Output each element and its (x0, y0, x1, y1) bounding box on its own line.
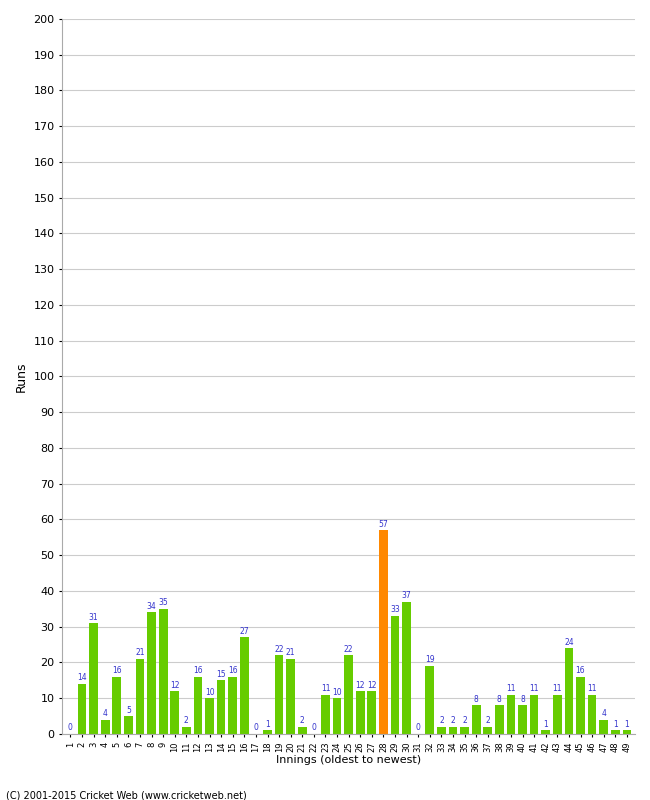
Text: 15: 15 (216, 670, 226, 678)
Text: 2: 2 (486, 716, 490, 726)
Text: 8: 8 (520, 695, 525, 704)
Text: 1: 1 (543, 720, 548, 729)
Bar (205, 698, 214, 734)
Text: 12: 12 (367, 681, 376, 690)
Bar (240, 638, 249, 734)
Text: 14: 14 (77, 674, 87, 682)
Bar (228, 677, 237, 734)
Text: 19: 19 (425, 655, 435, 665)
Text: 11: 11 (552, 684, 562, 693)
Bar (287, 658, 295, 734)
Text: 16: 16 (112, 666, 122, 675)
Bar (611, 730, 619, 734)
Bar (402, 602, 411, 734)
Bar (506, 694, 515, 734)
Text: 2: 2 (439, 716, 444, 726)
Bar (437, 726, 446, 734)
Text: 0: 0 (254, 723, 258, 733)
Bar (472, 706, 480, 734)
Bar (599, 719, 608, 734)
Text: 10: 10 (205, 688, 214, 697)
Text: 12: 12 (170, 681, 179, 690)
Bar (124, 716, 133, 734)
Bar (576, 677, 585, 734)
Text: 16: 16 (576, 666, 586, 675)
Bar (112, 677, 121, 734)
Bar (495, 706, 504, 734)
Text: 0: 0 (68, 723, 73, 733)
Bar (448, 726, 458, 734)
Text: 8: 8 (497, 695, 502, 704)
Text: 11: 11 (506, 684, 515, 693)
Bar (78, 684, 86, 734)
Bar (275, 655, 283, 734)
Text: 1: 1 (625, 720, 629, 729)
Text: 22: 22 (344, 645, 354, 654)
Bar (344, 655, 353, 734)
Bar (356, 691, 365, 734)
Text: 1: 1 (265, 720, 270, 729)
Text: 16: 16 (193, 666, 203, 675)
Text: 34: 34 (147, 602, 157, 611)
Bar (367, 691, 376, 734)
Bar (148, 612, 156, 734)
Text: 33: 33 (390, 606, 400, 614)
Text: 21: 21 (286, 648, 296, 658)
Text: 1: 1 (613, 720, 617, 729)
Bar (565, 648, 573, 734)
Bar (170, 691, 179, 734)
Text: 35: 35 (159, 598, 168, 607)
Bar (391, 616, 399, 734)
Text: 37: 37 (402, 591, 411, 600)
Bar (263, 730, 272, 734)
Bar (530, 694, 538, 734)
Text: 0: 0 (311, 723, 317, 733)
Bar (553, 694, 562, 734)
Text: 4: 4 (601, 709, 606, 718)
Text: 12: 12 (356, 681, 365, 690)
Text: 24: 24 (564, 638, 574, 646)
Text: 0: 0 (416, 723, 421, 733)
Text: 57: 57 (378, 520, 388, 529)
Bar (333, 698, 341, 734)
Text: 22: 22 (274, 645, 284, 654)
Y-axis label: Runs: Runs (15, 361, 28, 392)
Bar (159, 609, 168, 734)
Text: 2: 2 (184, 716, 188, 726)
Text: 31: 31 (89, 613, 98, 622)
Text: 2: 2 (462, 716, 467, 726)
Bar (298, 726, 307, 734)
Bar (484, 726, 492, 734)
Bar (101, 719, 110, 734)
Bar (588, 694, 597, 734)
Bar (321, 694, 330, 734)
Text: 27: 27 (239, 627, 249, 636)
Bar (194, 677, 202, 734)
Bar (89, 623, 98, 734)
Text: 21: 21 (135, 648, 145, 658)
Text: 5: 5 (126, 706, 131, 714)
Text: 4: 4 (103, 709, 108, 718)
Bar (136, 658, 144, 734)
X-axis label: Innings (oldest to newest): Innings (oldest to newest) (276, 755, 421, 765)
Text: 11: 11 (529, 684, 539, 693)
Bar (217, 680, 226, 734)
Bar (426, 666, 434, 734)
Text: 11: 11 (588, 684, 597, 693)
Text: (C) 2001-2015 Cricket Web (www.cricketweb.net): (C) 2001-2015 Cricket Web (www.cricketwe… (6, 790, 247, 800)
Text: 8: 8 (474, 695, 478, 704)
Bar (541, 730, 550, 734)
Bar (460, 726, 469, 734)
Text: 2: 2 (300, 716, 305, 726)
Bar (518, 706, 527, 734)
Text: 2: 2 (450, 716, 456, 726)
Bar (182, 726, 190, 734)
Bar (623, 730, 631, 734)
Text: 10: 10 (332, 688, 342, 697)
Bar (379, 530, 388, 734)
Text: 16: 16 (228, 666, 237, 675)
Text: 11: 11 (320, 684, 330, 693)
